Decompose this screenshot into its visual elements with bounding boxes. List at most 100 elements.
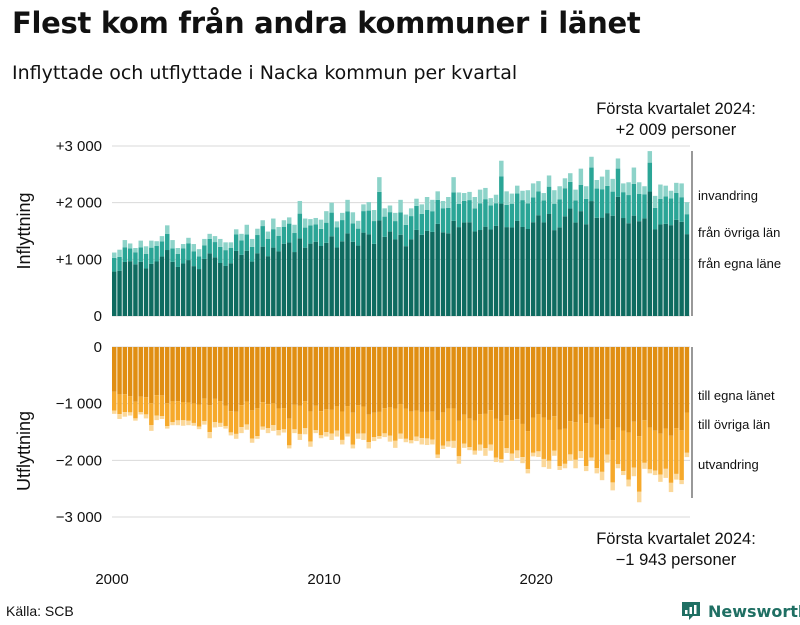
bar-till-ovriga-lan bbox=[525, 431, 531, 470]
bar-fran-egna-lan bbox=[605, 213, 610, 316]
bar-fran-ovriga-lan bbox=[663, 196, 668, 224]
bar-till-egna-lanet bbox=[610, 347, 615, 441]
bar-fran-egna-lan bbox=[186, 260, 191, 316]
bar-utvandring bbox=[244, 424, 250, 430]
bar-utvandring bbox=[117, 414, 122, 419]
bar-till-egna-lanet bbox=[615, 347, 621, 428]
bar-invandring bbox=[180, 244, 186, 249]
bar-invandring bbox=[308, 219, 313, 226]
bar-till-egna-lanet bbox=[170, 347, 175, 402]
y-tick-label: +2 000 bbox=[56, 195, 102, 212]
bar-utvandring bbox=[191, 422, 196, 426]
bar-till-ovriga-lan bbox=[467, 418, 472, 448]
bar-invandring bbox=[244, 224, 250, 235]
bar-fran-ovriga-lan bbox=[509, 203, 515, 228]
bar-fran-ovriga-lan bbox=[276, 235, 281, 252]
bar-till-egna-lanet bbox=[175, 347, 181, 402]
bar-till-egna-lanet bbox=[398, 347, 403, 405]
bar-till-ovriga-lan bbox=[366, 414, 371, 443]
bar-till-ovriga-lan bbox=[573, 422, 578, 460]
bar-invandring bbox=[461, 193, 467, 201]
bar-fran-egna-lan bbox=[578, 211, 584, 316]
bar-till-egna-lanet bbox=[552, 347, 557, 417]
bar-till-egna-lanet bbox=[165, 347, 170, 404]
bar-till-egna-lanet bbox=[530, 347, 536, 418]
bar-utvandring bbox=[393, 440, 398, 448]
bar-utvandring bbox=[679, 480, 684, 485]
bar-fran-ovriga-lan bbox=[403, 224, 409, 247]
bar-fran-egna-lan bbox=[446, 233, 451, 316]
bar-fran-ovriga-lan bbox=[255, 235, 260, 254]
bar-invandring bbox=[371, 210, 377, 222]
bar-utvandring bbox=[642, 462, 647, 469]
bar-fran-ovriga-lan bbox=[318, 228, 324, 247]
bar-utvandring bbox=[546, 460, 552, 469]
bar-utvandring bbox=[626, 479, 631, 487]
bar-fran-ovriga-lan bbox=[233, 234, 239, 251]
bar-utvandring bbox=[297, 433, 303, 440]
bar-till-egna-lanet bbox=[636, 347, 642, 437]
bar-invandring bbox=[599, 176, 605, 190]
bar-till-egna-lanet bbox=[652, 347, 658, 431]
bar-till-ovriga-lan bbox=[408, 411, 414, 441]
bar-till-egna-lanet bbox=[249, 347, 255, 411]
bar-till-egna-lanet bbox=[281, 347, 287, 409]
bar-invandring bbox=[477, 189, 483, 204]
bar-till-ovriga-lan bbox=[281, 408, 287, 430]
bar-utvandring bbox=[430, 439, 435, 445]
bar-till-ovriga-lan bbox=[117, 394, 122, 415]
bar-invandring bbox=[276, 227, 281, 236]
bar-utvandring bbox=[308, 441, 313, 447]
bar-till-ovriga-lan bbox=[663, 428, 668, 469]
bar-fran-egna-lan bbox=[329, 236, 334, 316]
bar-utvandring bbox=[265, 428, 271, 434]
bar-fran-egna-lan bbox=[281, 243, 287, 316]
bar-utvandring bbox=[239, 427, 244, 434]
bar-till-ovriga-lan bbox=[684, 412, 690, 453]
bar-till-ovriga-lan bbox=[361, 406, 366, 434]
bar-fran-ovriga-lan bbox=[493, 203, 499, 226]
bar-fran-ovriga-lan bbox=[355, 228, 361, 246]
bar-till-ovriga-lan bbox=[387, 407, 393, 436]
bar-invandring bbox=[652, 195, 658, 208]
bar-till-ovriga-lan bbox=[446, 408, 451, 442]
bar-fran-ovriga-lan bbox=[615, 168, 621, 197]
bar-utvandring bbox=[424, 438, 430, 446]
x-tick-label: 2020 bbox=[520, 571, 553, 588]
bar-invandring bbox=[636, 182, 642, 194]
series-label: utvandring bbox=[698, 457, 759, 472]
bar-fran-ovriga-lan bbox=[679, 197, 684, 222]
bar-invandring bbox=[430, 199, 435, 212]
bar-till-egna-lanet bbox=[647, 347, 653, 428]
bar-invandring bbox=[557, 186, 562, 200]
bar-invandring bbox=[350, 212, 356, 224]
bar-fran-egna-lan bbox=[324, 242, 329, 316]
bar-utvandring bbox=[599, 471, 605, 481]
bar-fran-ovriga-lan bbox=[610, 191, 615, 216]
bar-fran-ovriga-lan bbox=[324, 222, 329, 243]
bar-till-ovriga-lan bbox=[599, 428, 605, 472]
bar-fran-ovriga-lan bbox=[186, 243, 191, 261]
bar-invandring bbox=[281, 220, 287, 227]
bar-fran-ovriga-lan bbox=[435, 199, 440, 224]
bar-invandring bbox=[191, 244, 196, 252]
bar-invandring bbox=[499, 160, 504, 177]
bar-fran-egna-lan bbox=[165, 250, 170, 316]
bar-till-egna-lanet bbox=[684, 347, 690, 413]
bar-till-egna-lanet bbox=[488, 347, 493, 411]
bar-invandring bbox=[175, 248, 181, 254]
bar-fran-ovriga-lan bbox=[207, 238, 212, 254]
bar-utvandring bbox=[143, 414, 149, 419]
bar-till-egna-lanet bbox=[435, 347, 440, 421]
y-tick-label: −2 000 bbox=[56, 452, 102, 469]
bar-till-ovriga-lan bbox=[382, 408, 387, 434]
bar-fran-egna-lan bbox=[387, 231, 393, 316]
bar-fran-egna-lan bbox=[382, 236, 387, 316]
bar-till-egna-lanet bbox=[631, 347, 637, 422]
bar-till-ovriga-lan bbox=[393, 408, 398, 441]
bar-till-ovriga-lan bbox=[398, 404, 403, 434]
bar-till-ovriga-lan bbox=[297, 405, 303, 434]
bar-fran-egna-lan bbox=[255, 253, 260, 316]
bar-till-egna-lanet bbox=[578, 347, 584, 415]
bar-fran-ovriga-lan bbox=[477, 203, 483, 231]
